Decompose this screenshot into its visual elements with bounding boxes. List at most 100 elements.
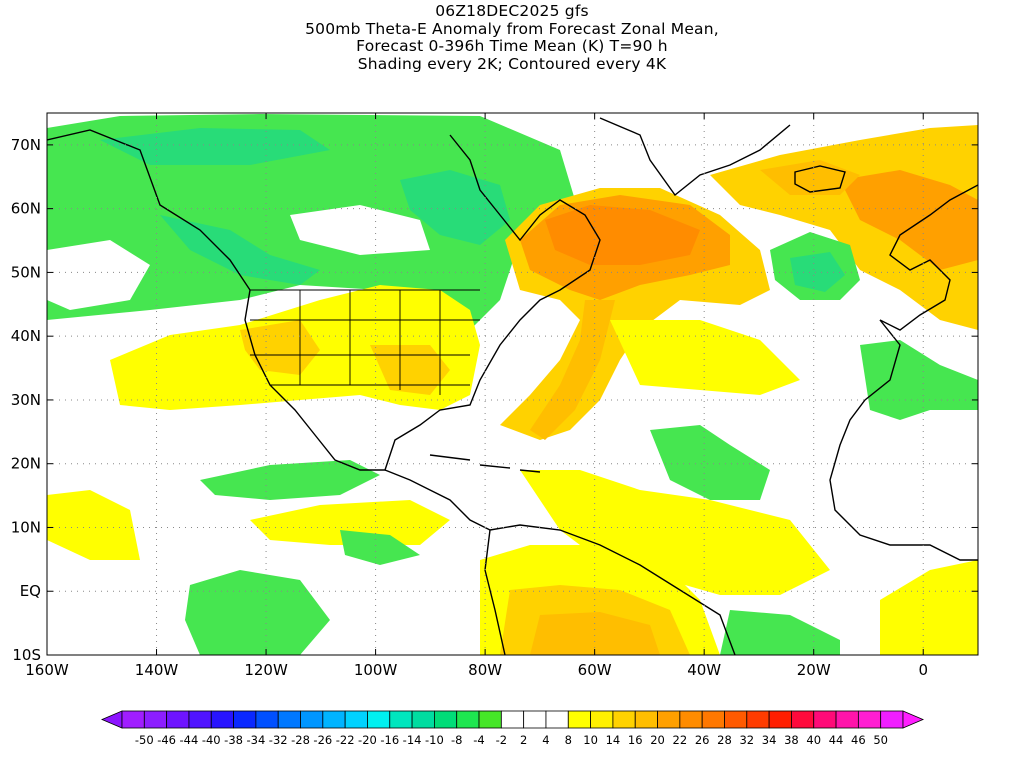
colorbar-label: -8: [451, 733, 462, 747]
colorbar-right-arrow: [902, 710, 925, 729]
amazon-warm-core: [530, 612, 660, 655]
colorbar-label: 20: [650, 733, 665, 747]
colorbar-label: 46: [851, 733, 866, 747]
coastlines: [47, 117, 978, 655]
x-tick-label: 40W: [687, 661, 721, 679]
colorbar-swatch: [433, 710, 458, 729]
y-tick-label: 30N: [11, 391, 41, 409]
colorbar-swatch: [411, 710, 435, 729]
colorbar-label: 8: [565, 733, 572, 747]
colorbar-swatch: [768, 710, 792, 729]
x-tick-label: 120W: [244, 661, 288, 679]
colorbar-label: -26: [313, 733, 332, 747]
colorbar-swatch: [880, 710, 904, 729]
colorbar-swatch: [835, 710, 859, 729]
colorbar-swatch: [277, 710, 301, 729]
colorbar-swatch: [500, 710, 525, 729]
colorbar-swatch: [590, 710, 614, 729]
colorbar-label: 50: [873, 733, 888, 747]
colorbar-label: -34: [246, 733, 265, 747]
europe-coastline: [879, 184, 978, 331]
colorbar-swatch: [813, 710, 837, 729]
north-america-coastline: [47, 129, 601, 471]
colorbar-label: 26: [695, 733, 710, 747]
axis-ticks: 160W 140W 120W 100W 80W 60W 40W 20W 0 70N 60N 50N 40…: [11, 113, 978, 679]
morocco-cool-patch: [860, 340, 978, 420]
colorbar-label: 28: [717, 733, 732, 747]
y-tick-label: 50N: [11, 263, 41, 281]
y-tick-label: 10S: [12, 646, 41, 664]
colorbar-label: -10: [425, 733, 444, 747]
y-tick-label: EQ: [20, 582, 41, 600]
hudson-neutral-patch: [290, 205, 430, 255]
colorbar-swatch: [143, 710, 168, 729]
y-tick-label: 40N: [11, 327, 41, 345]
colorbar-swatch: [857, 710, 882, 729]
colorbar-label: -46: [157, 733, 176, 747]
colorbar-swatch: [612, 710, 636, 729]
colorbar-label: -32: [269, 733, 288, 747]
colorbar-label: 44: [829, 733, 844, 747]
colorbar-swatch: [367, 710, 391, 729]
us-state-borders: [250, 289, 480, 395]
colorbar-swatch: [166, 710, 190, 729]
colorbar-swatch: [567, 710, 591, 729]
colorbar-label: 32: [739, 733, 754, 747]
colorbar-swatch: [523, 710, 547, 729]
mid-pacific-warm-band: [47, 490, 140, 560]
atlantic-itcz-warm-band: [520, 470, 830, 595]
x-tick-label: 80W: [468, 661, 502, 679]
colorbar-swatch: [188, 710, 212, 729]
colorbar-label: 16: [628, 733, 643, 747]
atlantic-cool-patch: [650, 425, 770, 500]
central-america-coastline: [384, 469, 491, 531]
colorbar-label: -14: [403, 733, 422, 747]
x-tick-label: 60W: [578, 661, 612, 679]
colorbar-label: 4: [542, 733, 549, 747]
anomaly-shading: [47, 113, 978, 655]
east-pacific-warm-band: [250, 500, 450, 545]
colorbar-label: 34: [762, 733, 777, 747]
colorbar-label: -40: [202, 733, 221, 747]
x-tick-label: 100W: [354, 661, 398, 679]
canada-cool-core: [160, 215, 320, 285]
colorbar-swatch: [791, 710, 815, 729]
y-tick-label: 60N: [11, 200, 41, 218]
colorbar-label: 22: [673, 733, 688, 747]
plot-frame: [46, 112, 979, 656]
iceland-coastline: [794, 165, 846, 193]
y-tick-label: 20N: [11, 455, 41, 473]
europe-warm-core: [840, 170, 978, 270]
hudson-cool-core: [400, 170, 510, 245]
iceland-warm-core: [760, 160, 860, 195]
x-tick-label: 0: [918, 661, 928, 679]
x-tick-label: 20W: [797, 661, 831, 679]
colorbar-label: 40: [806, 733, 821, 747]
colorbar: -50 -46 -44 -40 -38 -34 -32 -28 -26 -22 -20 -16 -14-…: [100, 710, 925, 747]
colorbar-label: 38: [784, 733, 799, 747]
colorbar-swatch: [724, 710, 748, 729]
arctic-cool-core: [100, 128, 330, 165]
colorbar-swatch: [344, 710, 368, 729]
colorbar-label: -4: [473, 733, 484, 747]
colorbar-swatch: [746, 710, 770, 729]
south-atlantic-cool-patch: [720, 610, 840, 655]
colorbar-swatch: [322, 710, 346, 729]
colorbar-swatch: [121, 710, 145, 729]
colorbar-label: -20: [358, 733, 377, 747]
title-line-3: Forecast 0-396h Time Mean (K) T=90 h: [356, 37, 668, 55]
colorbar-left-arrow: [100, 710, 123, 729]
subtropical-atlantic-warm-band: [610, 320, 800, 395]
colorbar-swatch: [233, 710, 257, 729]
gulf-cool-patch: [200, 460, 380, 500]
colorbar-label: -16: [380, 733, 399, 747]
colorbar-label: 14: [606, 733, 621, 747]
colorbar-label: -44: [180, 733, 199, 747]
colorbar-swatch: [657, 710, 681, 729]
chart-title-block: 06Z18DEC2025 gfs 500mb Theta-E Anomaly f…: [0, 2, 1024, 73]
pacific-neutral-patch: [47, 240, 150, 310]
colorbar-swatch: [701, 710, 725, 729]
southeast-us-warm-core: [370, 345, 450, 395]
colorbar-label: 10: [583, 733, 598, 747]
